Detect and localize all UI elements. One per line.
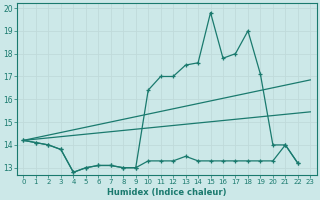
X-axis label: Humidex (Indice chaleur): Humidex (Indice chaleur) (107, 188, 227, 197)
